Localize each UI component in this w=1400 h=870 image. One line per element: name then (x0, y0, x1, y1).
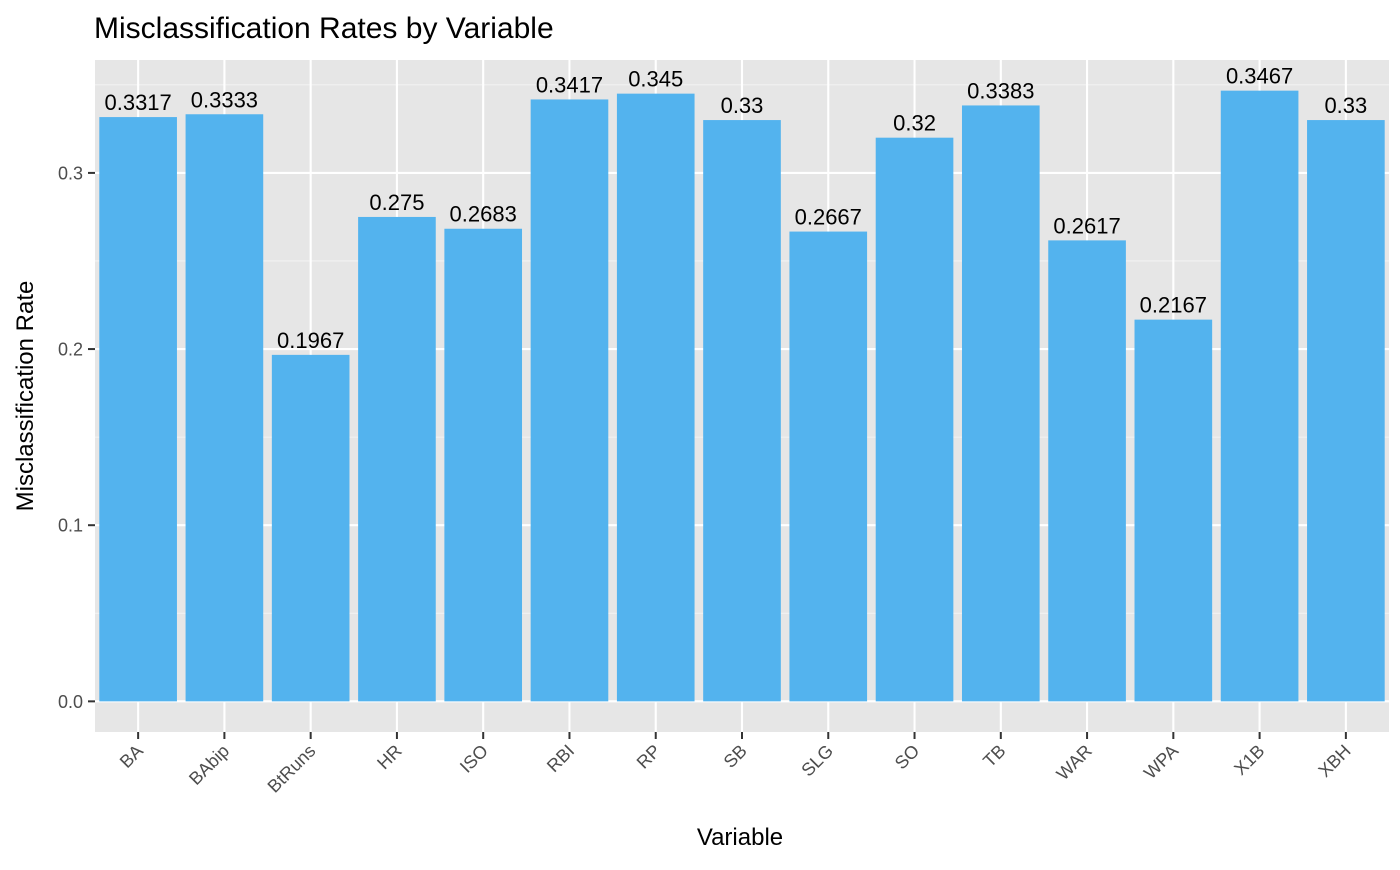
bar-WPA (1134, 319, 1213, 702)
x-tick-label: HR (373, 741, 406, 774)
value-label: 0.3333 (191, 87, 258, 112)
chart-title: Misclassification Rates by Variable (94, 12, 554, 45)
value-label: 0.2683 (450, 202, 517, 227)
x-tick-label: ISO (456, 741, 492, 777)
bar-BA (99, 117, 177, 702)
value-label: 0.3383 (967, 78, 1034, 103)
x-axis-label: Variable (697, 824, 783, 851)
x-tick-label: SO (891, 741, 924, 774)
bar-X1B (1220, 90, 1299, 702)
x-tick-label: RP (633, 741, 665, 773)
value-label: 0.275 (369, 190, 424, 215)
x-tick-label: WAR (1053, 741, 1096, 784)
value-label: 0.3317 (104, 90, 171, 115)
bar-WAR (1048, 240, 1126, 702)
y-tick-label: 0.3 (58, 163, 83, 183)
y-tick-label: 0.1 (58, 516, 83, 536)
bar-SLG (789, 231, 868, 702)
bar-BtRuns (271, 354, 350, 702)
y-axis-label: Misclassification Rate (12, 281, 39, 512)
value-label: 0.2617 (1053, 213, 1120, 238)
x-tick-label: RBI (543, 741, 578, 776)
x-tick-label: TB (979, 741, 1009, 771)
value-labels: 0.3317 0.3333 0.1967 0.275 0.2683 0.3417 0.345… (104, 64, 1367, 353)
x-tick-label: BA (116, 741, 147, 772)
bar-BAbip (185, 114, 264, 702)
value-label: 0.2667 (795, 205, 862, 230)
bar-RP (616, 93, 695, 702)
x-tick-label: BtRuns (264, 741, 320, 797)
bars (99, 90, 1385, 702)
bar-SO (875, 137, 954, 702)
value-label: 0.32 (893, 111, 936, 136)
x-tick-label: SLG (797, 741, 837, 781)
bar-RBI (530, 99, 609, 702)
y-axis: 0.0 0.1 0.2 0.3 (58, 163, 95, 712)
bar-XBH (1307, 120, 1385, 702)
value-label: 0.3417 (536, 72, 603, 97)
value-label: 0.2167 (1140, 293, 1207, 318)
x-tick-label: X1B (1230, 741, 1268, 779)
value-label: 0.33 (721, 93, 764, 118)
value-label: 0.1967 (277, 328, 344, 353)
bar-SB (703, 120, 781, 702)
value-label: 0.33 (1324, 93, 1367, 118)
bar-ISO (444, 228, 523, 702)
x-tick-label: BAbip (185, 741, 233, 789)
x-axis: BA BAbip BtRuns HR ISO RBI RP SB SLG SO TB WAR WPA X1… (116, 732, 1355, 797)
x-tick-label: WPA (1140, 741, 1182, 783)
value-label: 0.3467 (1226, 64, 1293, 89)
y-tick-label: 0.0 (58, 692, 83, 712)
y-tick-label: 0.2 (58, 340, 83, 360)
bar-TB (961, 105, 1040, 702)
x-tick-label: SB (720, 741, 751, 772)
x-tick-label: XBH (1314, 741, 1354, 781)
bar-HR (358, 216, 436, 702)
value-label: 0.345 (628, 67, 683, 92)
